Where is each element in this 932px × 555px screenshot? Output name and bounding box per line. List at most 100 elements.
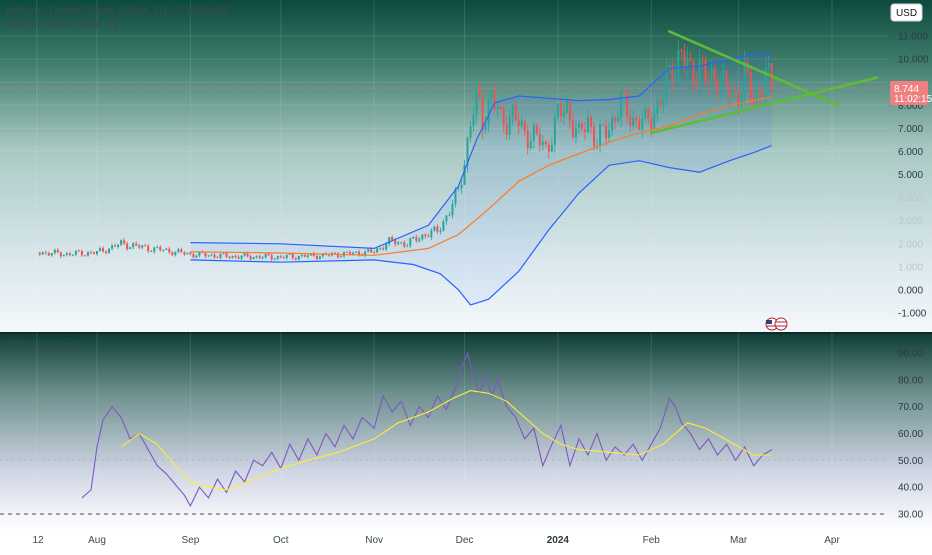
candle <box>240 255 243 261</box>
candle <box>427 233 430 238</box>
price-tick-label: 10.000 <box>898 55 929 66</box>
time-tick-label: Nov <box>365 535 383 546</box>
price-tick-label: 4.000 <box>898 193 923 204</box>
bb-upper-line <box>190 51 772 250</box>
currency-button-label[interactable]: USD <box>896 8 917 19</box>
grid-lines <box>0 0 888 530</box>
time-axis-background <box>0 530 932 550</box>
triangle-line-2[interactable] <box>649 76 879 135</box>
candle <box>195 254 198 259</box>
bb-indicator-label[interactable]: BB (50, SMA, close, 2) <box>6 19 117 31</box>
candle <box>44 250 47 255</box>
candle <box>442 219 445 232</box>
rsi-indicator-label[interactable]: RSI (14, close) <box>6 340 79 352</box>
candle <box>162 249 165 253</box>
time-tick-label: Oct <box>273 535 289 546</box>
candle <box>481 91 484 139</box>
candle <box>120 239 123 247</box>
candle <box>725 70 728 89</box>
candle <box>599 118 602 153</box>
price-tick-label: 11.000 <box>898 32 928 43</box>
candle <box>412 236 415 239</box>
candle <box>577 120 580 134</box>
rsi-tick-label: 90.00 <box>898 349 923 360</box>
candle <box>315 254 318 261</box>
candle <box>183 251 186 257</box>
triangle-drawing[interactable] <box>649 30 879 135</box>
candle <box>373 250 376 255</box>
candle <box>565 95 568 115</box>
candle <box>508 109 511 140</box>
candle <box>553 110 556 153</box>
candle <box>156 245 159 249</box>
candle <box>306 254 309 259</box>
candle <box>611 112 614 137</box>
us-flag-icon[interactable] <box>765 317 788 331</box>
price-tick-label: 1.000 <box>898 262 923 273</box>
candle <box>559 98 562 123</box>
candle <box>174 251 177 257</box>
candle <box>707 72 710 96</box>
price-axis[interactable]: 11.000 10.000 8.000 7.000 6.000 5.000 4.000 3.0… <box>898 32 929 320</box>
countdown-value: 11:02:15 <box>894 94 932 105</box>
time-axis[interactable]: 12 Aug Sep Oct Nov Dec 2024 Feb Mar Apr <box>32 535 840 546</box>
candle <box>68 251 71 257</box>
candle <box>550 136 553 152</box>
time-tick-label: Aug <box>88 535 106 546</box>
candle <box>367 248 370 253</box>
candle <box>439 227 442 235</box>
candle <box>433 226 436 232</box>
candle <box>728 80 731 107</box>
candle <box>86 251 89 257</box>
candle <box>382 246 385 251</box>
price-tick-label: 6.000 <box>898 147 923 158</box>
candle <box>605 119 608 146</box>
candle <box>665 59 668 106</box>
candle <box>108 248 111 255</box>
candle <box>276 255 279 261</box>
candle <box>653 104 656 131</box>
candle <box>490 88 493 107</box>
candle <box>590 115 593 134</box>
candle <box>364 250 367 258</box>
rsi-pane[interactable] <box>0 351 888 515</box>
symbol-title: Helium / United States Dollar, 1D, COINB… <box>6 5 230 17</box>
candle <box>668 62 671 73</box>
candle <box>499 104 502 111</box>
candle <box>102 246 105 254</box>
candle <box>318 255 321 260</box>
candle <box>150 249 153 253</box>
candle <box>701 55 704 70</box>
currency-button[interactable]: USD <box>890 3 923 22</box>
candle <box>469 121 472 143</box>
rsi-tick-label: 60.00 <box>898 429 923 440</box>
candle <box>538 126 541 152</box>
time-tick-label: Mar <box>730 535 748 546</box>
candle <box>297 255 300 261</box>
candle <box>47 251 50 257</box>
candle <box>632 110 635 131</box>
candle <box>273 257 276 260</box>
candle <box>593 121 596 151</box>
candle <box>177 248 180 254</box>
candle <box>409 237 412 249</box>
candle <box>418 236 421 243</box>
candle <box>77 249 80 252</box>
price-tick-label: 5.000 <box>898 170 923 181</box>
candle <box>587 109 590 134</box>
candle <box>138 243 141 250</box>
candle <box>574 120 577 144</box>
candle <box>511 103 514 126</box>
time-tick-label: Feb <box>643 535 661 546</box>
candle <box>656 95 659 123</box>
candles <box>38 40 773 262</box>
candle <box>710 59 713 88</box>
candle <box>264 253 267 259</box>
candle <box>484 115 487 134</box>
candle <box>629 108 632 133</box>
candle <box>638 114 641 131</box>
rsi-tick-label: 70.00 <box>898 402 923 413</box>
candle <box>379 247 382 251</box>
price-pane[interactable] <box>0 30 888 306</box>
rsi-axis[interactable]: 90.00 80.00 70.00 60.00 50.00 40.00 30.00 <box>898 349 923 521</box>
